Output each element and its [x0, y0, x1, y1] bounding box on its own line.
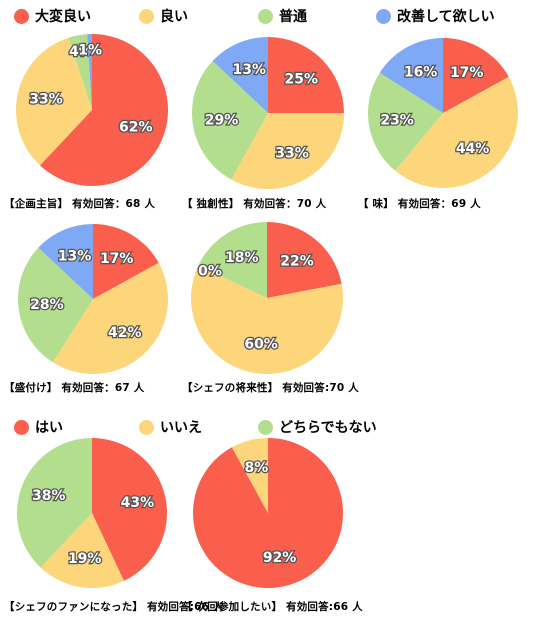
- legend-swatch: [139, 8, 154, 24]
- pie-chart-next-participation: 92% 8%: [193, 438, 344, 589]
- pie-slice-label: 19%: [68, 551, 102, 567]
- pie-slice: [93, 224, 159, 299]
- pie-slice: [18, 247, 93, 363]
- pie-slice: [52, 262, 169, 375]
- pie-slice: [231, 113, 344, 189]
- caption-originality: 【 独創性】 有効回答：70 人: [182, 198, 327, 210]
- pie-slice: [40, 513, 124, 588]
- pie-slice-label: 18%: [225, 250, 259, 266]
- legend-item-neither: どちらでもない: [258, 417, 377, 437]
- pie-slice: [192, 60, 268, 180]
- pie-slice: [191, 265, 343, 374]
- legend-item-yes: はい: [14, 417, 63, 437]
- pie-slice-label: 33%: [275, 146, 309, 162]
- pie-slice: [395, 76, 518, 188]
- pie-slice-label: 13%: [233, 62, 267, 78]
- legend-swatch: [376, 8, 391, 24]
- pie-slice-label: 29%: [205, 112, 239, 128]
- pie-slice: [87, 34, 92, 110]
- caption-next-participation: 【 次回参加したい】 有効回答:66 人: [182, 601, 363, 613]
- pie-slice: [16, 438, 93, 568]
- legend-item-no: いいえ: [139, 417, 202, 437]
- pie-slice-label: 28%: [30, 297, 64, 313]
- pie-slice: [92, 438, 167, 581]
- pie-slice: [16, 37, 93, 166]
- pie-slice-label: 13%: [58, 248, 92, 264]
- pie-chart-concept: 62% 33% 4%1%: [16, 34, 168, 186]
- legend-label: いいえ: [160, 420, 202, 436]
- pie-slice: [268, 37, 344, 113]
- pie-slice: [68, 34, 92, 111]
- legend-item-normal: 普通: [258, 6, 307, 26]
- pie-slice: [198, 222, 267, 298]
- legend-label: 良い: [160, 9, 188, 25]
- legend-swatch: [258, 419, 273, 435]
- pie-slice-label: 1%: [78, 43, 102, 59]
- pie-slice-label: 92%: [263, 550, 297, 566]
- pie-slice: [367, 72, 443, 171]
- pie-slice-label: 0%: [198, 263, 222, 279]
- pie-slice-label: 16%: [404, 64, 438, 80]
- caption-chef-future: 【シェフの将来性】 有効回答:70 人: [182, 382, 359, 394]
- pie-chart-originality: 25% 33% 29% 13%: [192, 37, 344, 189]
- pie-chart-taste: 17% 44% 23% 16%: [367, 38, 518, 188]
- legend-label: 大変良い: [35, 9, 91, 25]
- pie-chart-plating: 17% 42% 28% 13%: [18, 224, 169, 375]
- legend-item-good: 良い: [139, 6, 188, 26]
- legend-label: 普通: [279, 9, 307, 25]
- pie-slice: [231, 438, 268, 513]
- legend-item-improve: 改善して欲しい: [376, 6, 495, 26]
- pie-chart-chef-fan: 43% 19% 38%: [16, 438, 167, 588]
- pie-slice-label: 23%: [380, 112, 414, 128]
- pie-slice-label: 8%: [245, 460, 269, 476]
- pie-slice-label: 44%: [456, 141, 490, 157]
- pie-slice-label: 17%: [450, 65, 484, 81]
- pie-chart-chef-future: 22% 60% 18%0%: [191, 222, 343, 374]
- pie-slice-label: 17%: [100, 251, 134, 267]
- pie-slice-label: 42%: [108, 325, 142, 341]
- pie-slice-label: 60%: [244, 337, 278, 353]
- caption-chef-fan: 【シェフのファンになった】 有効回答:66 人: [4, 601, 224, 613]
- pie-slice-label: 62%: [119, 119, 153, 135]
- pie-slice: [443, 38, 509, 113]
- pie-slice: [267, 222, 342, 298]
- legend-item-very-good: 大変良い: [14, 6, 91, 26]
- pie-slice-label: 43%: [121, 495, 155, 511]
- pie-slice-label: 33%: [29, 92, 63, 108]
- pie-slice-label: 4%: [69, 44, 93, 60]
- legend-label: 改善して欲しい: [397, 9, 495, 25]
- legend-swatch: [139, 419, 154, 435]
- legend-label: はい: [35, 420, 63, 436]
- pie-slice: [379, 38, 443, 113]
- caption-plating: 【盛付け】 有効回答：67 人: [4, 382, 145, 394]
- legend-swatch: [258, 8, 273, 24]
- legend-label: どちらでもない: [279, 420, 377, 436]
- caption-taste: 【 味】 有効回答：69 人: [358, 198, 481, 210]
- caption-concept: 【企画主旨】 有効回答：68 人: [4, 198, 156, 210]
- pie-slice: [212, 37, 268, 113]
- legend-swatch: [14, 8, 29, 24]
- pie-slice-label: 22%: [280, 254, 314, 270]
- legend-swatch: [14, 419, 29, 435]
- pie-slice: [193, 438, 344, 589]
- pie-slice: [39, 34, 168, 186]
- pie-slice-label: 38%: [32, 488, 66, 504]
- pie-slice-label: 25%: [285, 72, 319, 88]
- pie-slice: [38, 224, 93, 299]
